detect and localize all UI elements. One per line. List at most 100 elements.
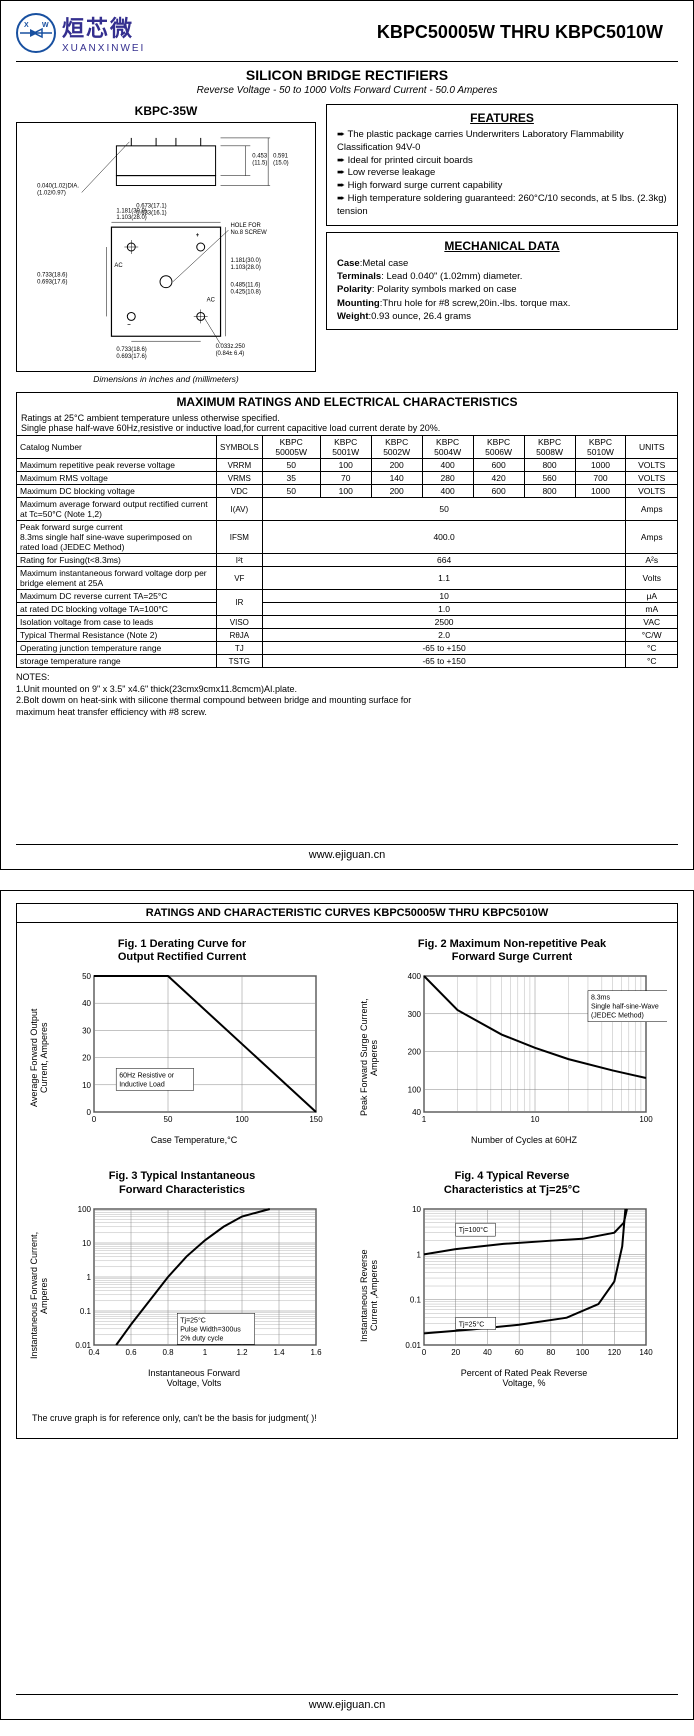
feature-item: High forward surge current capability <box>337 180 667 193</box>
feature-item: The plastic package carries Underwriters… <box>337 129 667 155</box>
footer-2: www.ejiguan.cn <box>1 1694 693 1711</box>
svg-text:0.733(18.6)0.693(17.6): 0.733(18.6)0.693(17.6) <box>116 347 146 360</box>
svg-text:Tj=25°C: Tj=25°C <box>459 1320 485 1328</box>
svg-text:100: 100 <box>235 1115 249 1124</box>
mechanical-box: MECHANICAL DATA Case:Metal caseTerminals… <box>326 232 678 330</box>
diagram-title: KBPC-35W <box>16 104 316 118</box>
svg-text:100: 100 <box>78 1205 92 1214</box>
svg-text:−: − <box>127 322 131 328</box>
svg-text:Pulse Width=300us: Pulse Width=300us <box>180 1326 241 1333</box>
svg-text:0.673(17.1)0.633(16.1): 0.673(17.1)0.633(16.1) <box>136 203 166 216</box>
svg-text:50: 50 <box>164 1115 173 1124</box>
svg-text:0.033z.250(0.84± 6.4): 0.033z.250(0.84± 6.4) <box>216 344 246 357</box>
mechanical-drawing: 0.453(11.5) 0.591(15.0) 0.040(1.02)DIA.(… <box>22 128 310 366</box>
curves-title: RATINGS AND CHARACTERISTIC CURVES KBPC50… <box>16 903 678 923</box>
package-diagram: KBPC-35W 0.453(11.5) <box>16 104 316 384</box>
svg-text:10: 10 <box>82 1081 91 1090</box>
mechanical-title: MECHANICAL DATA <box>337 239 667 253</box>
svg-text:0: 0 <box>422 1348 427 1357</box>
svg-text:10: 10 <box>531 1115 540 1124</box>
svg-text:Single half-sine-Wave: Single half-sine-Wave <box>591 1004 659 1011</box>
svg-text:+: + <box>196 233 200 239</box>
datasheet-page-2: RATINGS AND CHARACTERISTIC CURVES KBPC50… <box>0 890 694 1720</box>
header: XW 烜芯微 XUANXINWEI KBPC50005W THRU KBPC50… <box>1 1 693 59</box>
svg-text:0.591(15.0): 0.591(15.0) <box>273 154 289 167</box>
svg-text:20: 20 <box>82 1054 91 1063</box>
svg-text:1: 1 <box>87 1273 92 1282</box>
svg-text:100: 100 <box>639 1115 653 1124</box>
svg-text:AC: AC <box>207 298 216 304</box>
feature-item: Ideal for printed circuit boards <box>337 155 667 168</box>
feature-item: Low reverse leakage <box>337 167 667 180</box>
svg-text:120: 120 <box>608 1348 622 1357</box>
features-box: FEATURES The plastic package carries Und… <box>326 104 678 226</box>
logo-chinese: 烜芯微 <box>62 11 145 43</box>
figure-3: Fig. 3 Typical Instantaneous Forward Cha… <box>27 1170 337 1387</box>
disclaimer: The cruve graph is for reference only, c… <box>32 1413 662 1423</box>
svg-text:1.2: 1.2 <box>236 1348 248 1357</box>
svg-text:X: X <box>24 22 29 29</box>
svg-text:Tj=100°C: Tj=100°C <box>459 1226 488 1234</box>
footer: www.ejiguan.cn <box>1 844 693 861</box>
ratings-table: Catalog NumberSYMBOLSKBPC 50005WKBPC 500… <box>16 435 678 668</box>
footer-url-2: www.ejiguan.cn <box>309 1699 385 1711</box>
svg-text:200: 200 <box>408 1048 422 1057</box>
svg-text:0.6: 0.6 <box>125 1348 137 1357</box>
svg-text:1.4: 1.4 <box>273 1348 285 1357</box>
svg-text:(JEDEC Method): (JEDEC Method) <box>591 1013 644 1020</box>
figure-4: Fig. 4 Typical Reverse Characteristics a… <box>357 1170 667 1387</box>
svg-text:0.01: 0.01 <box>75 1341 91 1350</box>
footer-url: www.ejiguan.cn <box>309 849 385 861</box>
svg-text:10: 10 <box>82 1239 91 1248</box>
svg-text:AC: AC <box>114 263 123 269</box>
subtitle: SILICON BRIDGE RECTIFIERS <box>1 67 693 83</box>
datasheet-page-1: XW 烜芯微 XUANXINWEI KBPC50005W THRU KBPC50… <box>0 0 694 870</box>
svg-text:50: 50 <box>82 972 91 981</box>
figure-2: Fig. 2 Maximum Non-repetitive Peak Forwa… <box>357 938 667 1145</box>
svg-text:100: 100 <box>408 1086 422 1095</box>
svg-text:Inductive Load: Inductive Load <box>119 1082 165 1089</box>
svg-text:0.485(11.6)0.425(10.8): 0.485(11.6)0.425(10.8) <box>230 283 260 296</box>
svg-text:2% duty cycle: 2% duty cycle <box>180 1335 223 1342</box>
svg-text:40: 40 <box>412 1108 421 1117</box>
mechanical-text: Case:Metal caseTerminals: Lead 0.040" (1… <box>337 257 667 323</box>
svg-text:20: 20 <box>451 1348 460 1357</box>
svg-text:140: 140 <box>639 1348 653 1357</box>
ratings-header: MAXIMUM RATINGS AND ELECTRICAL CHARACTER… <box>16 392 678 411</box>
svg-text:1.181(30.0)1.103(28.0): 1.181(30.0)1.103(28.0) <box>230 258 260 271</box>
product-title: KBPC50005W THRU KBPC5010W <box>377 22 663 43</box>
svg-text:0.8: 0.8 <box>162 1348 174 1357</box>
svg-text:0.1: 0.1 <box>410 1295 422 1304</box>
svg-text:HOLE FORNo.8 SCREW: HOLE FORNo.8 SCREW <box>230 223 267 236</box>
curves-container: Fig. 1 Derating Curve for Output Rectifi… <box>16 923 678 1439</box>
svg-text:1.6: 1.6 <box>310 1348 322 1357</box>
svg-text:1: 1 <box>417 1250 422 1259</box>
svg-text:1: 1 <box>203 1348 208 1357</box>
ratings-notes: NOTES: 1.Unit mounted on 9" x 3.5" x4.6"… <box>16 672 678 719</box>
logo-icon: XW <box>16 13 56 53</box>
svg-text:0.453(11.5): 0.453(11.5) <box>252 154 268 167</box>
logo-english: XUANXINWEI <box>62 43 145 54</box>
svg-text:W: W <box>42 22 49 29</box>
svg-text:60: 60 <box>515 1348 524 1357</box>
svg-text:40: 40 <box>82 1000 91 1009</box>
features-list: The plastic package carries Underwriters… <box>337 129 667 219</box>
company-logo: XW 烜芯微 XUANXINWEI <box>16 11 145 54</box>
svg-text:8.3ms: 8.3ms <box>591 995 611 1002</box>
feature-item: High temperature soldering guaranteed: 2… <box>337 193 667 219</box>
svg-text:0.1: 0.1 <box>80 1307 92 1316</box>
svg-text:40: 40 <box>483 1348 492 1357</box>
svg-text:0.733(18.6)0.693(17.6): 0.733(18.6)0.693(17.6) <box>37 273 67 286</box>
figure-1: Fig. 1 Derating Curve for Output Rectifi… <box>27 938 337 1145</box>
dim-caption: Dimensions in inches and (millimeters) <box>16 374 316 384</box>
svg-text:30: 30 <box>82 1027 91 1036</box>
features-title: FEATURES <box>337 111 667 125</box>
svg-text:0: 0 <box>92 1115 97 1124</box>
svg-text:100: 100 <box>576 1348 590 1357</box>
svg-text:0: 0 <box>87 1108 92 1117</box>
svg-text:0.040(1.02)DIA.(1.02/0.97): 0.040(1.02)DIA.(1.02/0.97) <box>37 184 79 197</box>
specs-line: Reverse Voltage - 50 to 1000 Volts Forwa… <box>1 85 693 96</box>
svg-text:0.01: 0.01 <box>405 1341 421 1350</box>
svg-text:300: 300 <box>408 1010 422 1019</box>
ratings-note: Ratings at 25°C ambient temperature unle… <box>16 411 678 435</box>
